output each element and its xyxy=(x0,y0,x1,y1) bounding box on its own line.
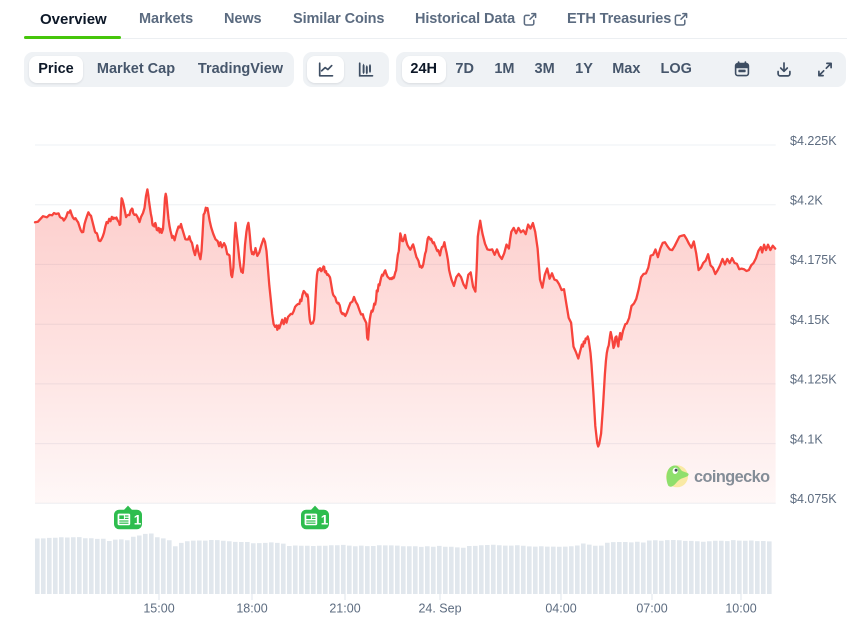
svg-text:$4.2K: $4.2K xyxy=(790,194,823,208)
svg-text:$4.225K: $4.225K xyxy=(790,134,837,148)
svg-text:10:00: 10:00 xyxy=(725,602,756,616)
svg-text:$4.15K: $4.15K xyxy=(790,313,830,327)
svg-text:$4.075K: $4.075K xyxy=(790,492,837,506)
svg-text:24. Sep: 24. Sep xyxy=(418,602,461,616)
svg-text:$4.125K: $4.125K xyxy=(790,373,837,387)
svg-text:$4.175K: $4.175K xyxy=(790,253,837,267)
svg-text:18:00: 18:00 xyxy=(236,602,267,616)
svg-text:15:00: 15:00 xyxy=(143,602,174,616)
svg-text:coingecko: coingecko xyxy=(694,468,770,486)
svg-text:$4.1K: $4.1K xyxy=(790,432,823,446)
svg-text:1: 1 xyxy=(321,513,329,528)
svg-text:07:00: 07:00 xyxy=(636,602,667,616)
svg-text:21:00: 21:00 xyxy=(329,602,360,616)
svg-text:1: 1 xyxy=(134,513,142,528)
svg-text:04:00: 04:00 xyxy=(545,602,576,616)
